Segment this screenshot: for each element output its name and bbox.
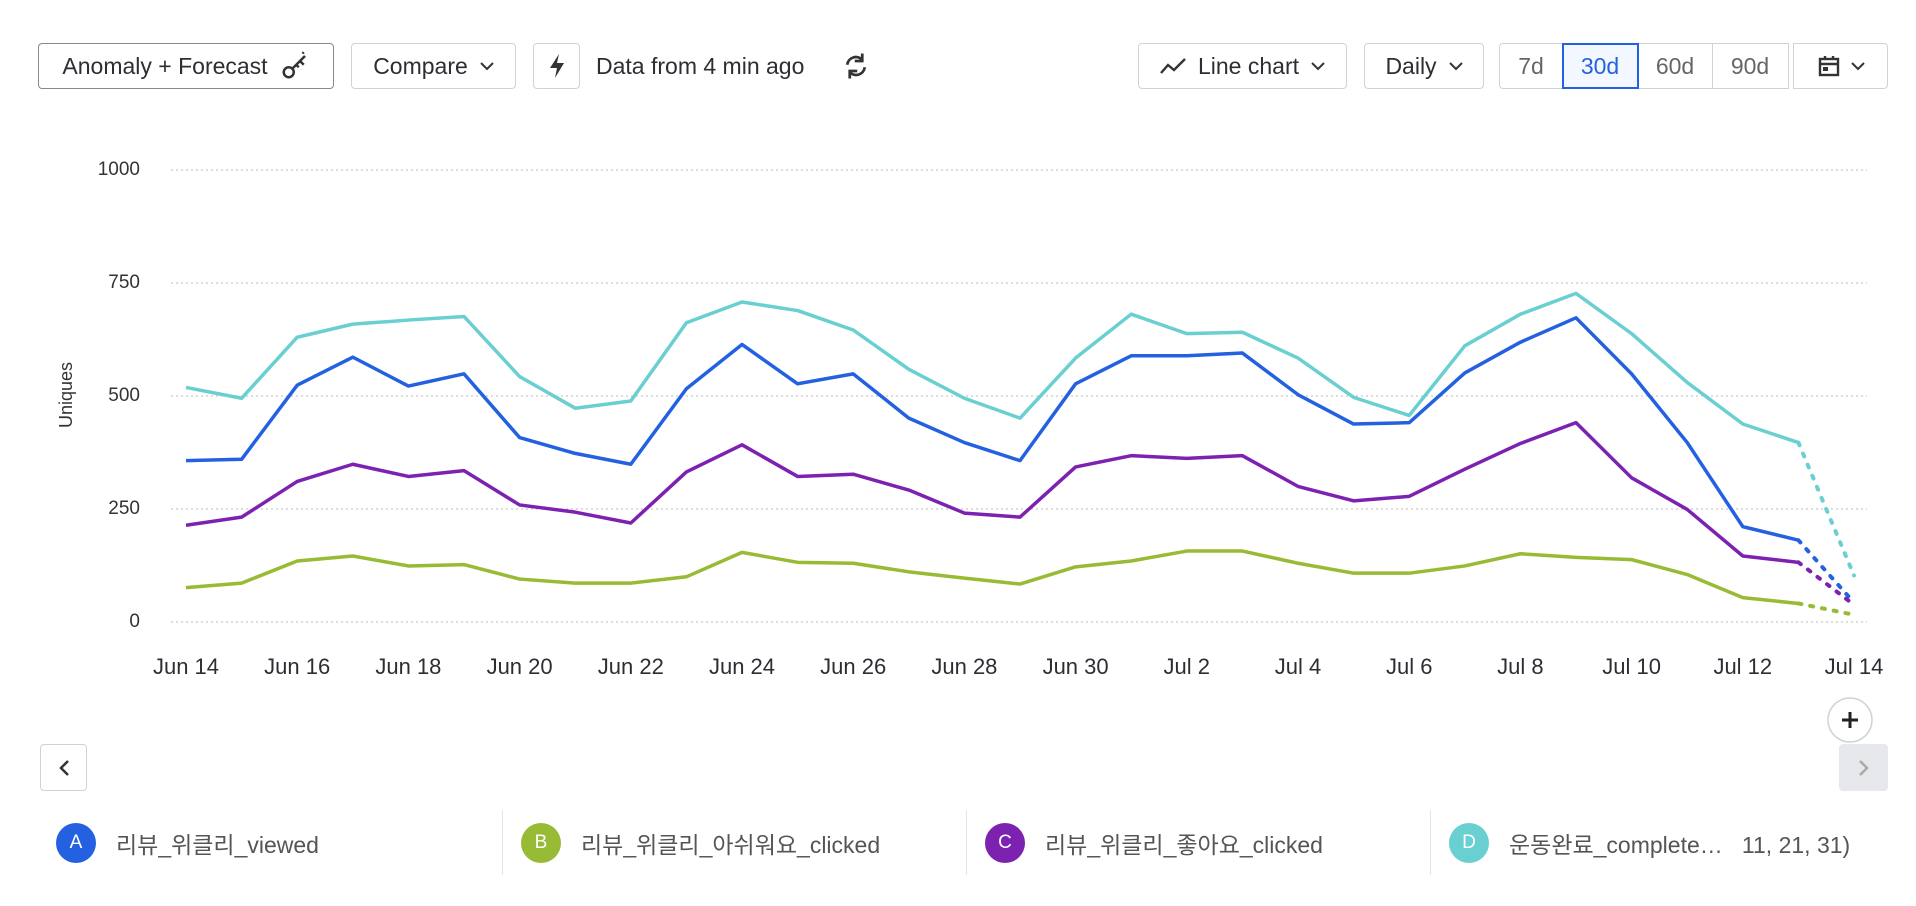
interval-button[interactable]: Daily (1364, 43, 1484, 89)
x-tick-label: Jul 2 (1164, 654, 1210, 679)
forecast-line (1796, 440, 1856, 578)
series-line (185, 291, 1799, 445)
icon (282, 51, 306, 79)
lightning-button[interactable] (533, 43, 580, 89)
legend-badge: C (985, 823, 1025, 863)
x-tick-label: Jun 24 (709, 654, 775, 679)
forecast-line (1796, 538, 1856, 605)
y-tick-label: 1000 (98, 159, 140, 180)
compare-button[interactable]: Compare (351, 43, 516, 89)
icon (58, 759, 69, 776)
chevron (1850, 62, 1865, 71)
y-tick-label: 0 (129, 611, 140, 632)
legend-item[interactable]: B 리뷰_위클리_아쉬워요_clicked (521, 823, 880, 863)
label: Line chart (1197, 52, 1299, 79)
legend-item[interactable]: D 운동완료_complete… 11, 21, 31) (1449, 823, 1850, 863)
range-button[interactable]: 30d (1561, 43, 1639, 89)
refresh-icon[interactable] (841, 51, 871, 81)
chevron (480, 62, 494, 71)
y-tick-label: 500 (108, 385, 140, 406)
legend-separator (966, 810, 967, 875)
series-line (185, 316, 1799, 542)
calendar-button[interactable] (1793, 43, 1888, 89)
next-button[interactable] (1839, 744, 1888, 791)
chevron (1448, 62, 1463, 71)
legend-label: 리뷰_위클리_아쉬워요_clicked (581, 832, 881, 858)
x-tick-label: Jul 14 (1825, 654, 1884, 679)
x-tick-label: Jul 12 (1713, 654, 1772, 679)
legend-badge: A (56, 823, 96, 863)
forecast-line (1796, 560, 1856, 607)
icon (1858, 759, 1869, 776)
legend-item[interactable]: C 리뷰_위클리_좋아요_clicked (985, 823, 1323, 863)
prev-button[interactable] (40, 744, 87, 791)
y-tick-label: 750 (108, 272, 140, 293)
x-tick-label: Jul 10 (1602, 654, 1661, 679)
legend-separator (502, 810, 503, 875)
legend-label: 리뷰_위클리_좋아요_clicked (1045, 832, 1323, 858)
y-tick-label: 250 (108, 498, 140, 519)
x-tick-label: Jun 18 (375, 654, 441, 679)
chart: Uniques 0 250 500 750 1000 Jun 14 Jun 16 Jun 18… (56, 159, 1884, 743)
x-tick-label: Jul 4 (1275, 654, 1321, 679)
x-tick-label: Jul 6 (1386, 654, 1432, 679)
series-line (185, 549, 1799, 606)
label: Compare (373, 52, 468, 79)
range-button[interactable]: 90d (1711, 43, 1789, 89)
anomaly-button[interactable]: Anomaly + Forecast (38, 43, 334, 89)
y-axis-label: Uniques (56, 362, 76, 428)
icon (549, 54, 564, 78)
legend-item[interactable]: A 리뷰_위클리_viewed (56, 823, 319, 863)
forecast-line (1796, 601, 1856, 617)
legend-label: 운동완료_complete… 11, 21, 31) (1509, 832, 1851, 858)
x-tick-label: Jun 30 (1043, 654, 1109, 679)
legend-badge: B (521, 823, 561, 863)
x-tick-label: Jun 28 (931, 654, 997, 679)
plus-icon (1842, 712, 1858, 728)
x-tick-label: Jun 16 (264, 654, 330, 679)
label: Anomaly + Forecast (62, 52, 268, 79)
chevron (1311, 62, 1325, 71)
icon (1818, 56, 1839, 77)
x-tick-label: Jul 8 (1497, 654, 1543, 679)
label: Daily (1385, 52, 1437, 79)
legend-label: 리뷰_위클리_viewed (116, 832, 319, 858)
series-line (185, 420, 1799, 565)
x-tick-label: Jun 14 (153, 654, 219, 679)
legend-badge: D (1449, 823, 1489, 863)
x-tick-label: Jun 22 (598, 654, 664, 679)
x-tick-label: Jun 20 (487, 654, 553, 679)
freshness: Data from 4 min ago (596, 53, 805, 79)
legend-separator (1430, 810, 1431, 875)
icon (1160, 58, 1186, 74)
x-tick-label: Jun 26 (820, 654, 886, 679)
chart-type-button[interactable]: Line chart (1138, 43, 1347, 89)
